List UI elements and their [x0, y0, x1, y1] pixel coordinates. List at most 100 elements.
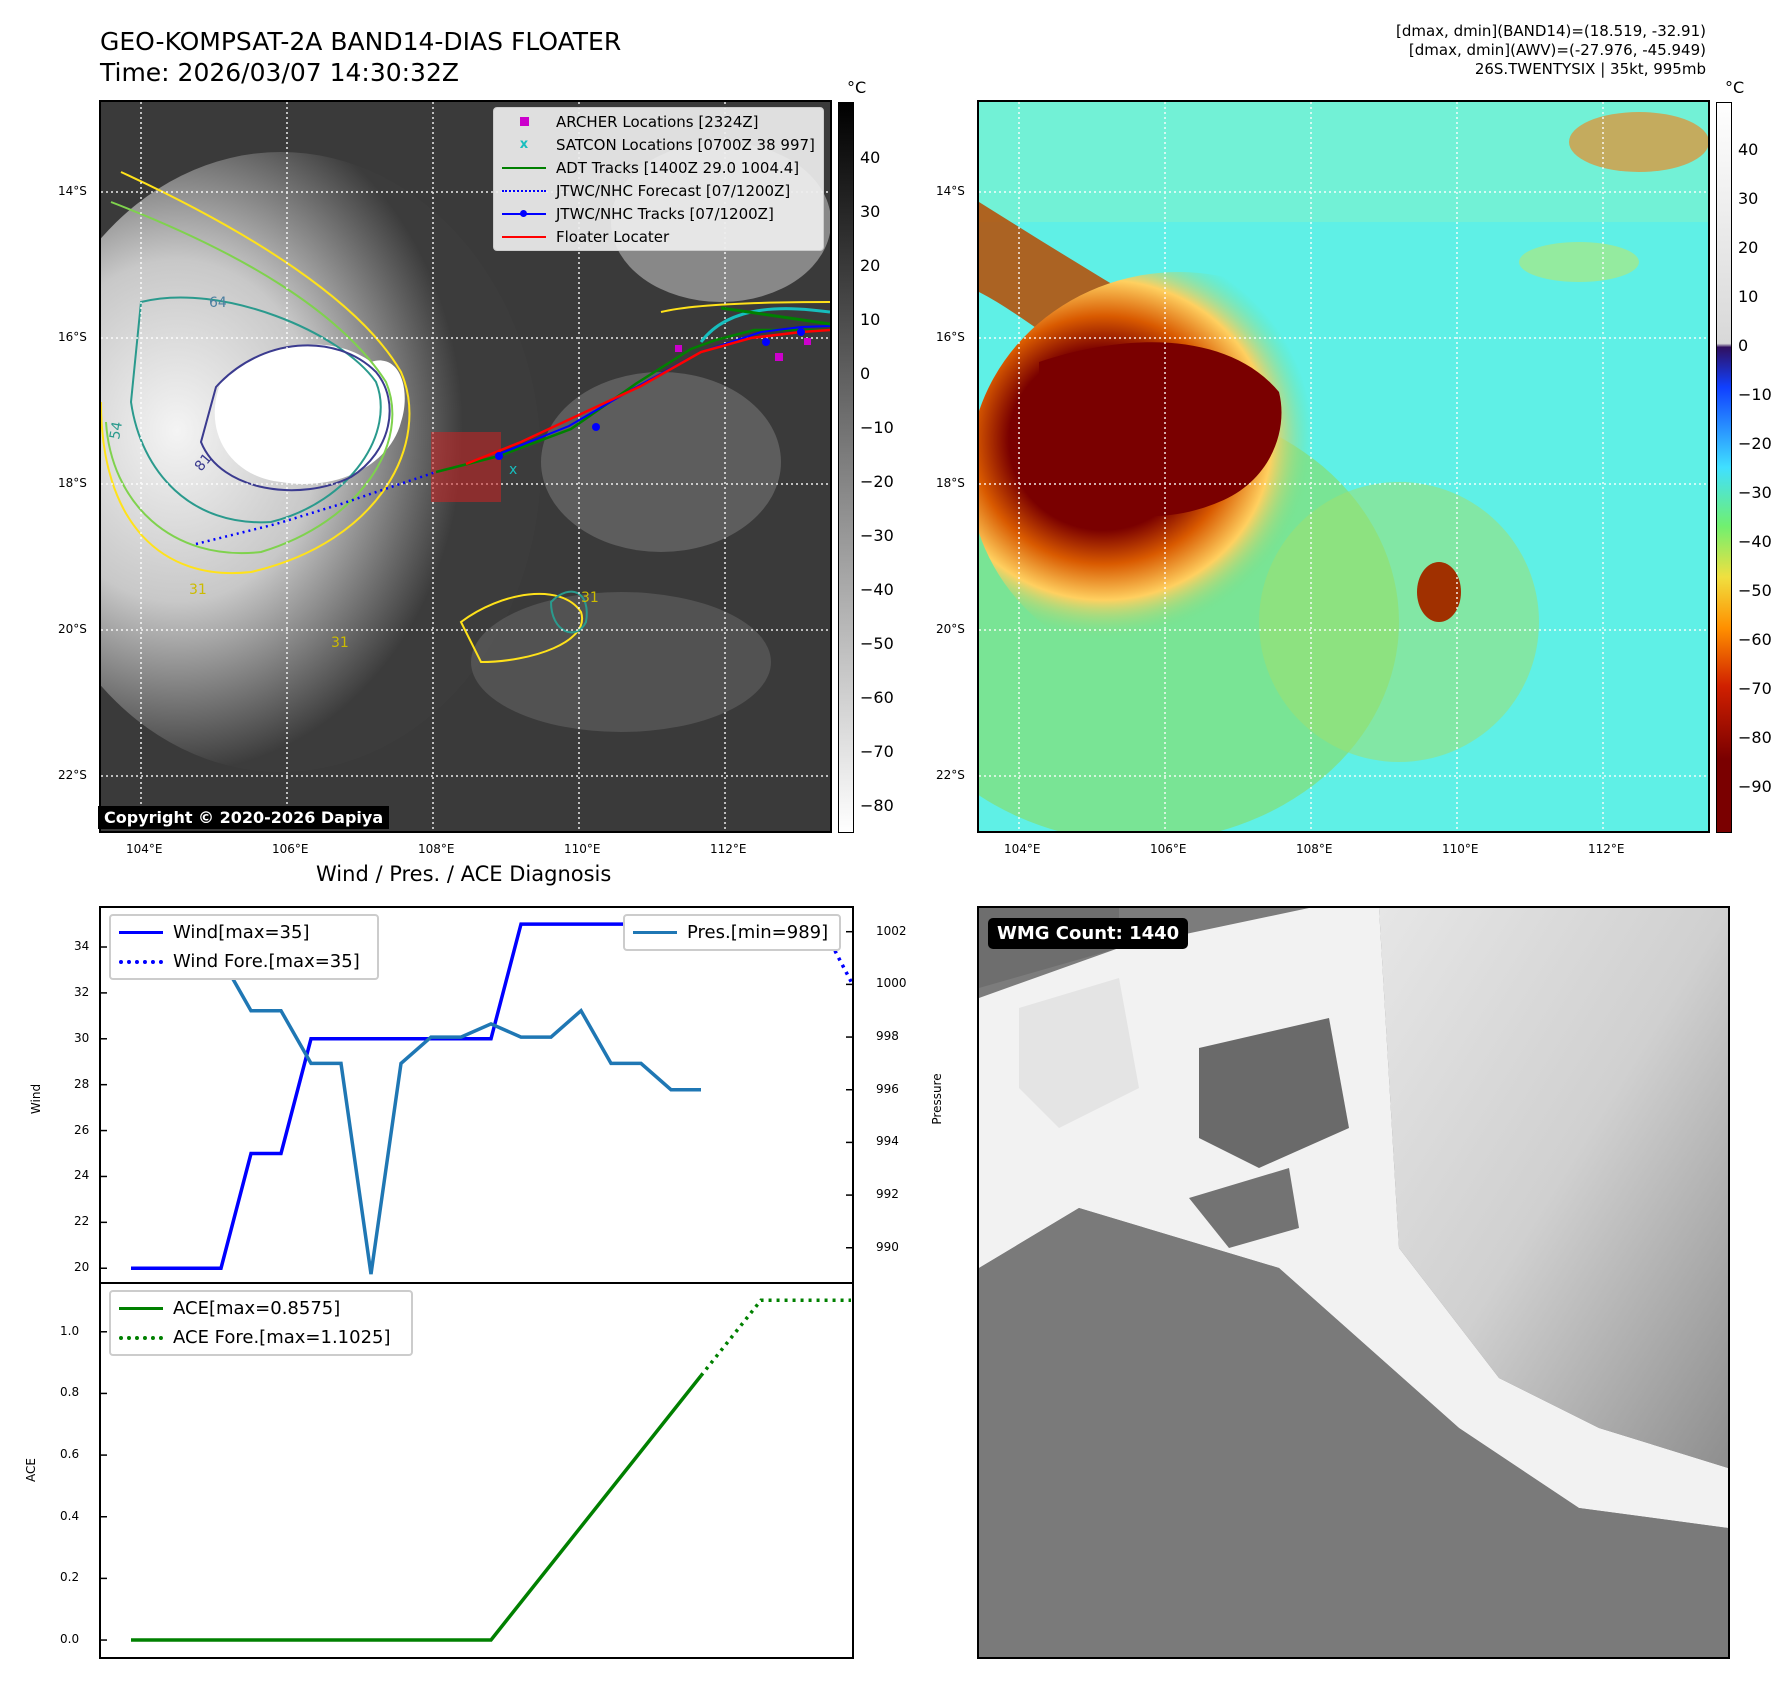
ace-panel [99, 1282, 854, 1659]
figure-title: GEO-KOMPSAT-2A BAND14-DIAS FLOATER [100, 27, 622, 56]
wind-tick: 20 [74, 1260, 90, 1275]
ace-tick: 0.8 [60, 1385, 80, 1400]
map2-gridlines [979, 102, 1708, 831]
legend-item-floater: Floater Locater [494, 225, 823, 248]
track-point [592, 423, 600, 431]
colorbar1-tick: 40 [860, 148, 881, 167]
colorbar1-tick: −70 [860, 742, 894, 761]
info-block: [dmax, dmin](BAND14)=(18.519, -32.91) [d… [1396, 22, 1706, 79]
colorbar2-tick: −60 [1738, 630, 1772, 649]
ace-tick: 0.0 [60, 1632, 80, 1647]
lat-tick: 14°S [58, 184, 87, 198]
info-storm: 26S.TWENTYSIX | 35kt, 995mb [1474, 60, 1706, 78]
colorbar1 [838, 102, 854, 833]
legend-ace: ACE[max=0.8575] [111, 1294, 411, 1323]
awv-map-panel [977, 100, 1710, 833]
colorbar2-tick: −70 [1738, 679, 1772, 698]
legend-item-archer: ARCHER Locations [2324Z] [494, 110, 823, 133]
lon-tick: 104°E [1004, 842, 1041, 856]
lon-tick: 106°E [1150, 842, 1187, 856]
ir-map-panel: 64 54 81 31 31 31 x [99, 100, 832, 833]
lat-tick: 18°S [936, 476, 965, 490]
wind-tick: 22 [74, 1214, 90, 1229]
wind-tick: 30 [74, 1030, 90, 1045]
pressure-tick: 998 [876, 1029, 899, 1044]
colorbar1-tick: 10 [860, 310, 881, 329]
archer-marker [675, 345, 682, 352]
ace-axis-label: ACE [24, 1458, 38, 1482]
pressure-tick: 992 [876, 1187, 899, 1202]
colorbar1-tick: −60 [860, 688, 894, 707]
colorbar2 [1716, 102, 1732, 833]
map-legend: ARCHER Locations [2324Z] x SATCON Locati… [493, 107, 824, 251]
lat-tick: 22°S [58, 768, 87, 782]
colorbar2-tick: −40 [1738, 532, 1772, 551]
colorbar2-tick: 20 [1738, 238, 1759, 257]
pressure-axis-label: Pressure [930, 1073, 944, 1125]
track-point [797, 328, 805, 336]
ace-tick: 0.2 [60, 1570, 80, 1585]
lon-tick: 108°E [1296, 842, 1333, 856]
wmg-image [979, 908, 1728, 1657]
lon-tick: 110°E [564, 842, 601, 856]
colorbar1-tick: −20 [860, 472, 894, 491]
colorbar1-tick: −50 [860, 634, 894, 653]
wmg-panel [977, 906, 1730, 1659]
wind-legend: Wind[max=35] Wind Fore.[max=35] [109, 914, 379, 980]
lat-tick: 22°S [936, 768, 965, 782]
ace-tick: 0.4 [60, 1508, 80, 1523]
colorbar2-unit: °C [1725, 78, 1745, 97]
colorbar1-tick: 30 [860, 202, 881, 221]
wind-axis-label: Wind [29, 1083, 43, 1115]
contour-label: 31 [581, 590, 599, 606]
colorbar2-tick: 30 [1738, 189, 1759, 208]
ace-chart [101, 1298, 851, 1642]
lat-tick: 20°S [58, 622, 87, 636]
lon-tick: 104°E [126, 842, 163, 856]
contour-label: 54 [107, 420, 126, 440]
track-point [495, 452, 503, 460]
colorbar1-unit: °C [847, 78, 867, 97]
colorbar2-tick: 0 [1738, 336, 1749, 355]
archer-marker [804, 338, 811, 345]
lat-tick: 18°S [58, 476, 87, 490]
colorbar2-tick: −80 [1738, 728, 1772, 747]
wind-tick: 32 [74, 984, 90, 999]
satcon-marker: x [509, 462, 517, 478]
contour-label: 31 [189, 582, 207, 598]
wind-tick: 24 [74, 1168, 90, 1183]
floater-box [431, 432, 501, 502]
colorbar2-tick: −10 [1738, 385, 1772, 404]
series-line-wind-max- [131, 922, 701, 1270]
lon-tick: 112°E [710, 842, 747, 856]
pressure-tick: 996 [876, 1081, 899, 1096]
figure-time: Time: 2026/03/07 14:30:32Z [100, 58, 459, 87]
lat-tick: 20°S [936, 622, 965, 636]
jtwc-forecast-track [195, 470, 437, 546]
wmg-count-badge: WMG Count: 1440 [988, 918, 1189, 949]
archer-marker [775, 353, 783, 361]
ace-legend: ACE[max=0.8575] ACE Fore.[max=1.1025] [109, 1290, 413, 1356]
lat-tick: 16°S [58, 330, 87, 344]
series-line-pres-min- [131, 929, 701, 1275]
contour-label: 31 [331, 635, 349, 651]
pressure-tick: 1002 [876, 923, 907, 938]
colorbar2-tick: −20 [1738, 434, 1772, 453]
legend-ace-forecast: ACE Fore.[max=1.1025] [111, 1323, 411, 1352]
wind-tick: 26 [74, 1122, 90, 1137]
lat-tick: 14°S [936, 184, 965, 198]
colorbar1-tick: −80 [860, 796, 894, 815]
colorbar1-tick: −30 [860, 526, 894, 545]
legend-item-adt: ADT Tracks [1400Z 29.0 1004.4] [494, 156, 823, 179]
info-band14: [dmax, dmin](BAND14)=(18.519, -32.91) [1395, 22, 1706, 40]
series-line-ace-max- [131, 1374, 703, 1642]
wind-tick: 28 [74, 1076, 90, 1091]
diag-title: Wind / Pres. / ACE Diagnosis [316, 862, 612, 886]
lon-tick: 108°E [418, 842, 455, 856]
colorbar2-tick: −90 [1738, 777, 1772, 796]
legend-item-satcon: x SATCON Locations [0700Z 38 997] [519, 135, 815, 154]
ir-map: 64 54 81 31 31 31 x [101, 102, 830, 831]
colorbar1-tick: −40 [860, 580, 894, 599]
lon-tick: 110°E [1442, 842, 1479, 856]
